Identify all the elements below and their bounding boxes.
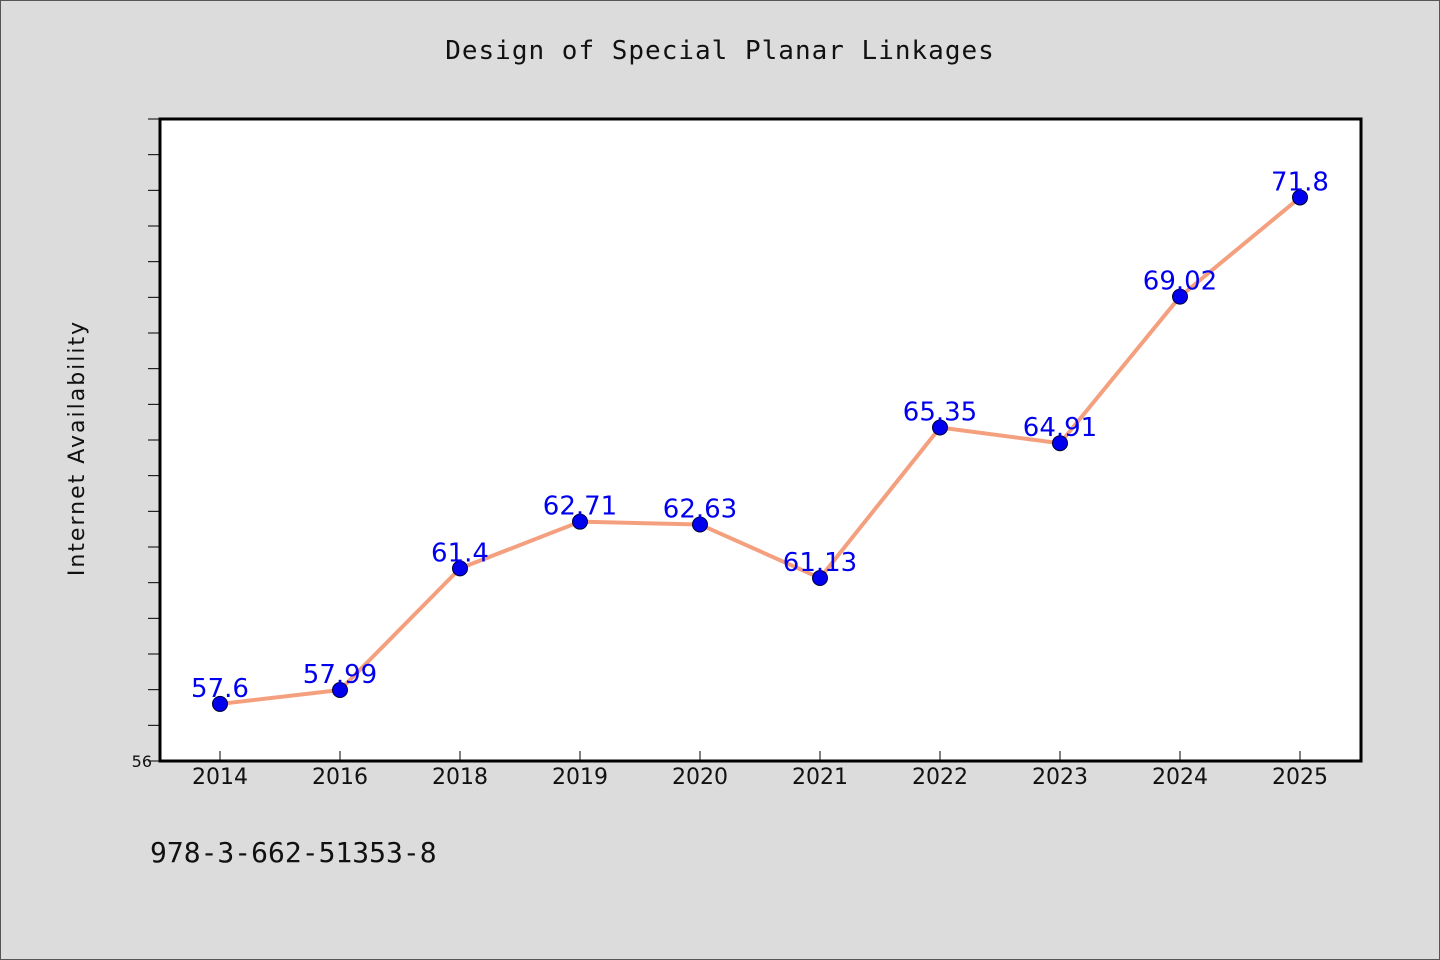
data-label: 61.13 — [783, 548, 857, 578]
x-tick-label: 2021 — [792, 765, 848, 790]
data-point — [812, 570, 828, 587]
data-point — [212, 695, 228, 712]
series-line — [219, 195, 1302, 706]
data-label: 61.4 — [431, 538, 489, 568]
data-point — [452, 560, 468, 577]
data-label: 69.02 — [1143, 267, 1217, 297]
data-label: 71.8 — [1271, 167, 1329, 197]
footer-code: 978-3-662-51353-8 — [150, 836, 437, 869]
chart-title: Design of Special Planar Linkages — [445, 36, 995, 66]
series-layer: 57.6 57.99 61.4 62.71 62.63 61.13 65.35 64.91 69… — [191, 167, 1329, 712]
y-axis: 56 — [132, 118, 160, 771]
x-tick-label: 2014 — [192, 765, 248, 790]
x-tick-label: 2024 — [1152, 765, 1208, 790]
data-label: 62.71 — [543, 492, 617, 522]
data-point — [332, 682, 348, 699]
x-axis: 2014 2016 2018 2019 2020 2021 2022 2023 2024 2025 — [192, 751, 1328, 790]
data-label: 57.6 — [191, 674, 249, 704]
plot-area — [158, 117, 1363, 763]
data-point — [1172, 288, 1188, 305]
y-axis-label: Internet Availability — [65, 320, 90, 576]
data-label: 62.63 — [663, 495, 737, 525]
data-point — [572, 513, 588, 530]
x-tick-label: 2019 — [552, 765, 608, 790]
data-label: 57.99 — [303, 660, 377, 690]
data-label: 64.91 — [1023, 413, 1097, 443]
x-tick-label: 2022 — [912, 765, 968, 790]
x-tick-label: 2016 — [312, 765, 368, 790]
x-tick-label: 2018 — [432, 765, 488, 790]
y-tick-label: 56 — [132, 752, 152, 771]
data-point — [1292, 189, 1308, 206]
data-label: 65.35 — [903, 398, 977, 428]
data-point — [932, 419, 948, 436]
data-point — [1052, 435, 1068, 452]
data-point — [692, 516, 708, 533]
x-tick-label: 2023 — [1032, 765, 1088, 790]
x-tick-label: 2025 — [1272, 765, 1328, 790]
x-tick-label: 2020 — [672, 765, 728, 790]
